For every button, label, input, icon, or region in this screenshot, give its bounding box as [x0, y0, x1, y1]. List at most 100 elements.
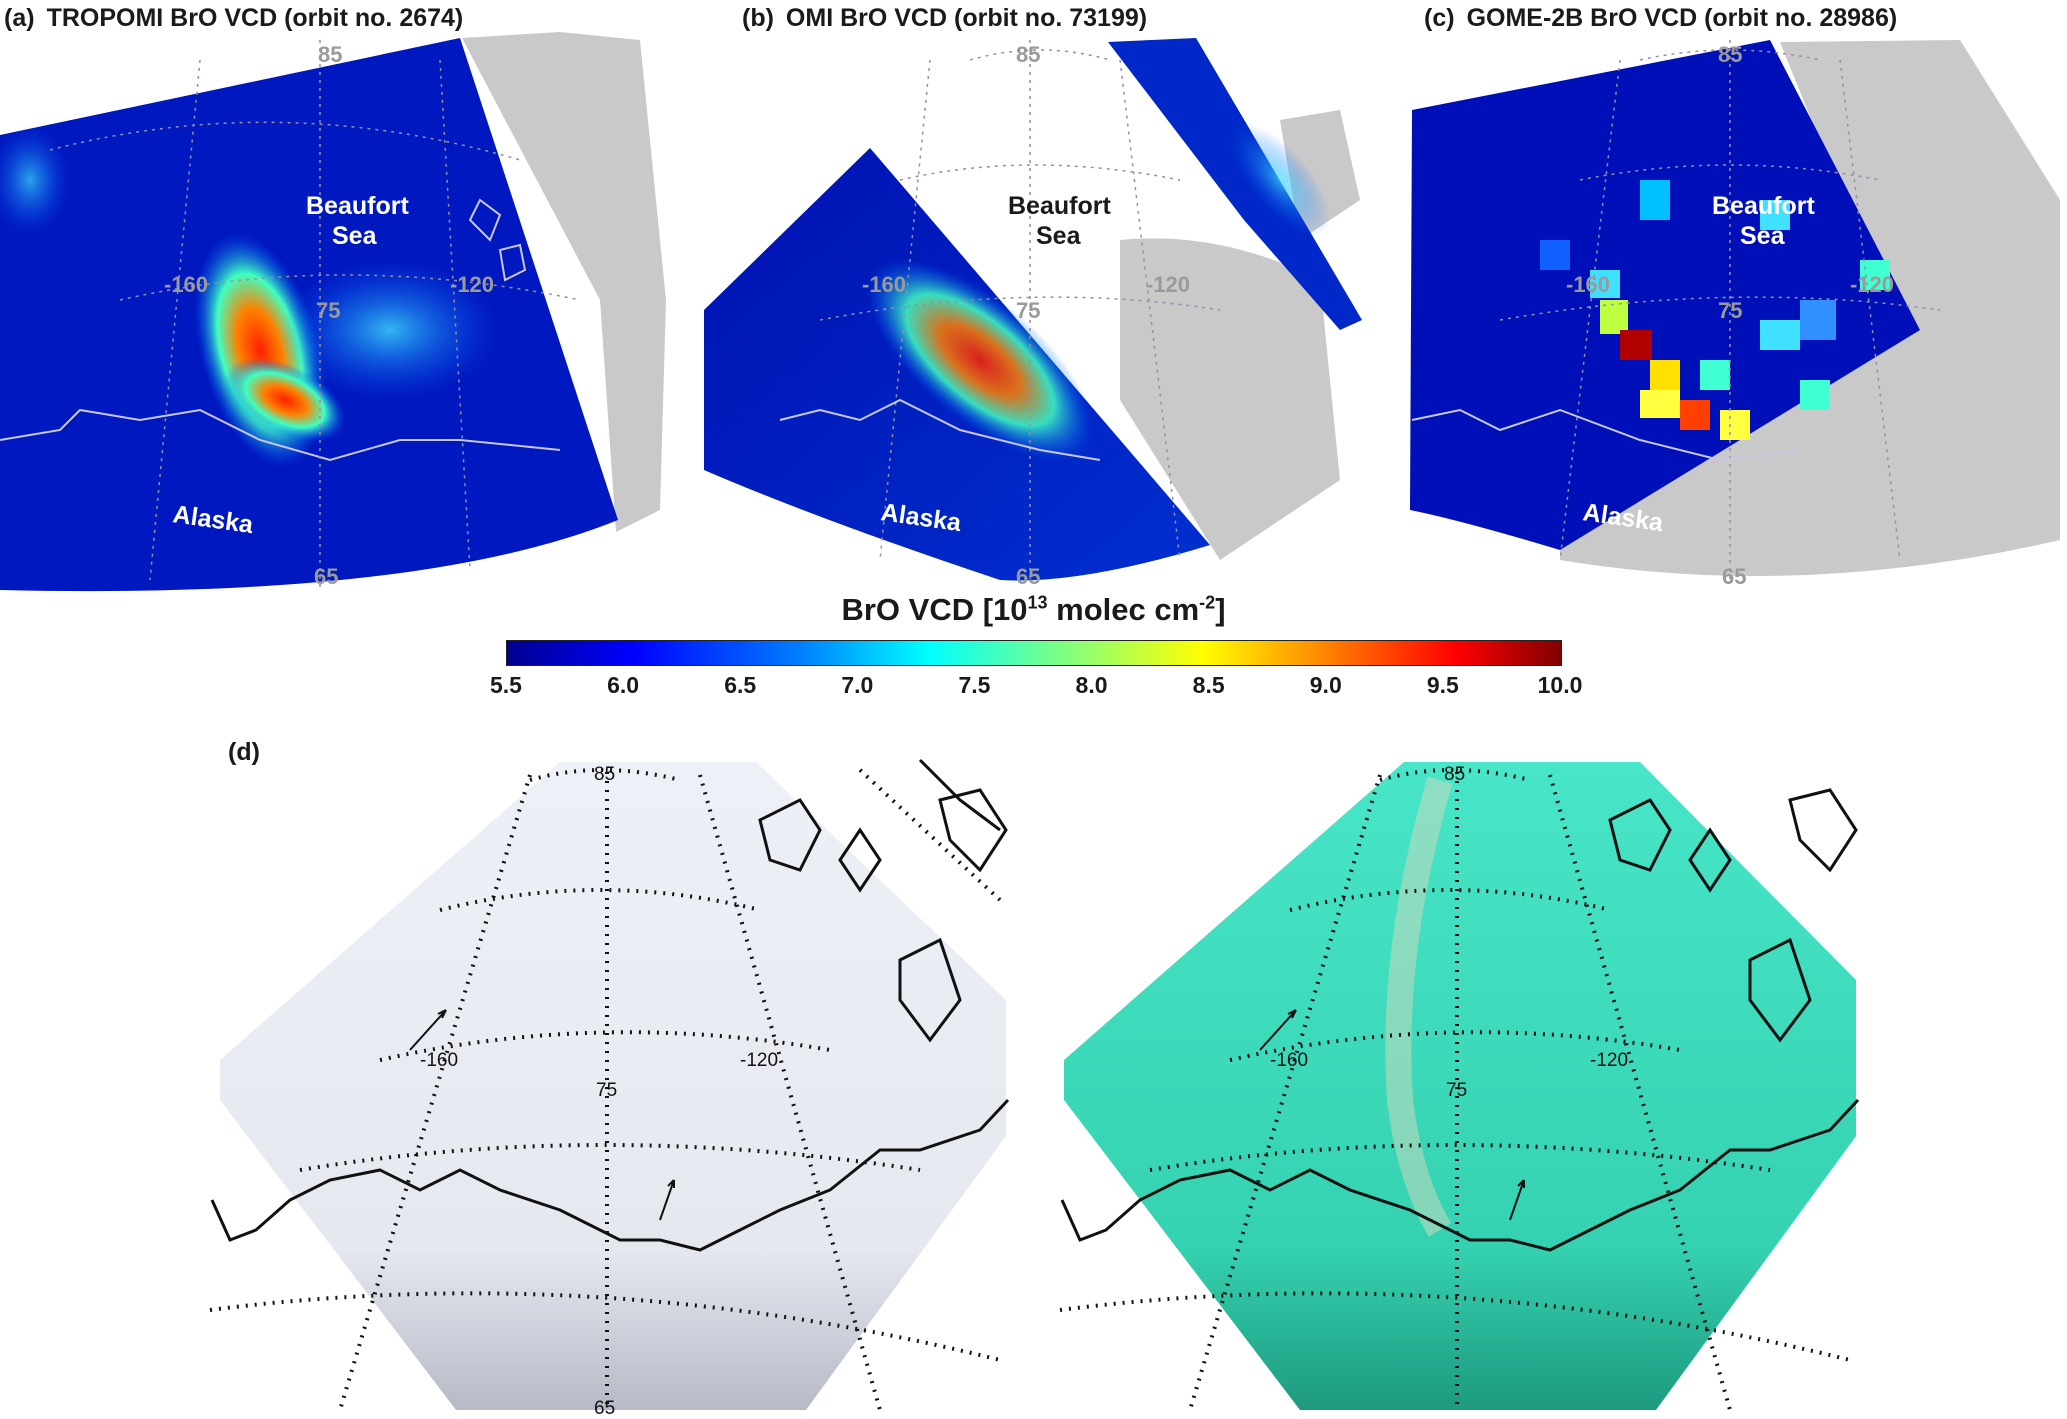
panel-a-map	[0, 32, 666, 592]
panel-c-pixel	[1640, 390, 1680, 418]
colorbar-title-units: molec cm	[1047, 592, 1200, 627]
colorbar-tick-label: 8.5	[1192, 672, 1225, 698]
panel-c-pixel	[1620, 330, 1652, 360]
colorbar-title-suffix: ]	[1215, 592, 1226, 627]
panel-a-grid	[49, 40, 581, 590]
panel-a-title-text: TROPOMI BrO VCD (orbit no. 2674)	[46, 4, 464, 32]
panel-c-pixel	[1800, 300, 1836, 340]
colorbar-tick-label: 10.0	[1537, 672, 1583, 698]
panel-c-pixel	[1540, 240, 1570, 270]
panel-c-tag: (c)	[1424, 4, 1455, 32]
colorbar-tick-label: 7.5	[958, 672, 991, 698]
panel-d-left-lon-160: -160	[420, 1050, 458, 1071]
colorbar-tick-label: 7.0	[841, 672, 874, 698]
panel-c-lat-85: 85	[1718, 42, 1742, 67]
panel-a-plume-west	[0, 125, 70, 235]
colorbar-tick-label: 9.5	[1426, 672, 1459, 698]
panel-c-lon-160: -160	[1566, 272, 1610, 297]
panel-d-left-grid	[209, 768, 1002, 1411]
panel-b-plume-upper	[1229, 123, 1331, 237]
panel-b-plume-core	[866, 258, 1094, 462]
panel-d-tag: (d)	[228, 738, 260, 766]
colorbar-title: BrO VCD [1013 molec cm-2]	[0, 592, 2067, 628]
panel-b-coastline	[779, 398, 1101, 461]
panel-a-plume-east	[280, 260, 500, 400]
panel-d-right-arrow-1	[1259, 1009, 1297, 1051]
panel-b-lat-75: 75	[1016, 298, 1040, 323]
panel-a-sea-label-2: Sea	[332, 222, 378, 250]
panel-a-land-gray	[462, 32, 666, 532]
panel-d-left-arrow-2	[659, 1179, 675, 1221]
panel-a-lat-85: 85	[318, 42, 342, 67]
panel-a-tag: (a)	[4, 4, 35, 32]
panel-c-pixel	[1590, 270, 1620, 298]
panel-a-lon-160: -160	[164, 272, 208, 297]
panel-c-pixel	[1760, 200, 1790, 230]
panel-d-left-image	[220, 762, 1006, 1410]
panel-c-lat-75: 75	[1718, 298, 1742, 323]
colorbar-title-exp: 13	[1027, 592, 1048, 613]
panel-c-pixel	[1700, 360, 1730, 390]
panel-c-grid	[1499, 40, 1941, 580]
panel-a-lat-75: 75	[316, 298, 340, 323]
panel-b-land-gray	[1120, 238, 1340, 561]
panel-d-right-arrow-2	[1509, 1179, 1525, 1221]
panel-d-right-grid	[1059, 768, 1851, 1411]
panel-c-pixel	[1720, 410, 1750, 440]
colorbar-tick-label: 8.0	[1075, 672, 1108, 698]
panel-c-sea-label-2: Sea	[1740, 222, 1786, 250]
panel-c-title: (c) GOME-2B BrO VCD (orbit no. 28986)	[1424, 4, 1897, 33]
colorbar-tick-label: 6.5	[724, 672, 757, 698]
panel-d-right-map	[1059, 762, 1860, 1411]
panel-c-swath	[1410, 40, 1920, 550]
panel-a-sea-label-1: Beaufort	[306, 192, 409, 220]
panel-c-coastline	[1411, 408, 1801, 462]
panel-a-lon-120: -120	[450, 272, 494, 297]
panel-a-lat-65: 65	[314, 564, 338, 589]
colorbar	[506, 640, 1562, 666]
panel-d-right-plume	[1385, 776, 1453, 1237]
panel-b-title-text: OMI BrO VCD (orbit no. 73199)	[785, 4, 1148, 32]
panel-b-lon-160: -160	[862, 272, 906, 297]
colorbar-tick-label: 5.5	[490, 672, 522, 698]
panel-b-title: (b) OMI BrO VCD (orbit no. 73199)	[742, 4, 1147, 33]
panel-d-right-lat-75: 75	[1446, 1080, 1467, 1101]
colorbar-tick-label: 6.0	[607, 672, 640, 698]
panel-c-pixel	[1860, 260, 1890, 290]
panel-d-right-lon-120: -120	[1590, 1050, 1628, 1071]
colorbar-title-unit-exp: -2	[1199, 592, 1216, 613]
panel-b-lat-85: 85	[1016, 42, 1040, 67]
panel-d-right-lon-160: -160	[1270, 1050, 1308, 1071]
panel-a-coast-east	[468, 198, 527, 282]
panel-c-title-text: GOME-2B BrO VCD (orbit no. 28986)	[1466, 4, 1898, 32]
panel-c-lon-120: -120	[1850, 272, 1894, 297]
panel-b-grid	[819, 40, 1221, 580]
panel-b-lat-65: 65	[1016, 564, 1040, 589]
panel-c-pixel	[1650, 360, 1680, 390]
panel-c-pixel	[1800, 380, 1830, 410]
panel-c-pixel	[1640, 180, 1670, 220]
panel-d-left-lat-65: 65	[594, 1398, 615, 1419]
colorbar-title-prefix: BrO VCD [10	[841, 592, 1028, 627]
panel-c-lat-65: 65	[1722, 564, 1746, 589]
panel-d-right-image	[1064, 762, 1856, 1410]
panel-c-pixel	[1760, 320, 1800, 350]
panel-d-left-coastline	[210, 758, 1010, 1252]
panel-d-left-lon-120: -120	[740, 1050, 778, 1071]
panel-d-left-lat-75: 75	[596, 1080, 617, 1101]
panel-d-left-lat-85: 85	[594, 764, 615, 785]
panel-d-right-lat-85: 85	[1444, 764, 1465, 785]
panel-b-sea-label-1: Beaufort	[1008, 192, 1111, 220]
panel-b-sea-label-2: Sea	[1036, 222, 1082, 250]
panel-c-pixel	[1680, 400, 1710, 430]
panel-a-coastline	[0, 408, 561, 462]
panel-b-swath-upper	[1108, 38, 1362, 330]
panel-a-title: (a) TROPOMI BrO VCD (orbit no. 2674)	[4, 4, 463, 33]
panel-b-map	[704, 38, 1362, 581]
panel-d-left-map	[209, 758, 1010, 1411]
colorbar-tick-label: 9.0	[1309, 672, 1342, 698]
panel-b-tag: (b)	[742, 4, 774, 32]
panel-c-map	[1410, 40, 2060, 580]
panel-c-sea-label-1: Beaufort	[1712, 192, 1815, 220]
